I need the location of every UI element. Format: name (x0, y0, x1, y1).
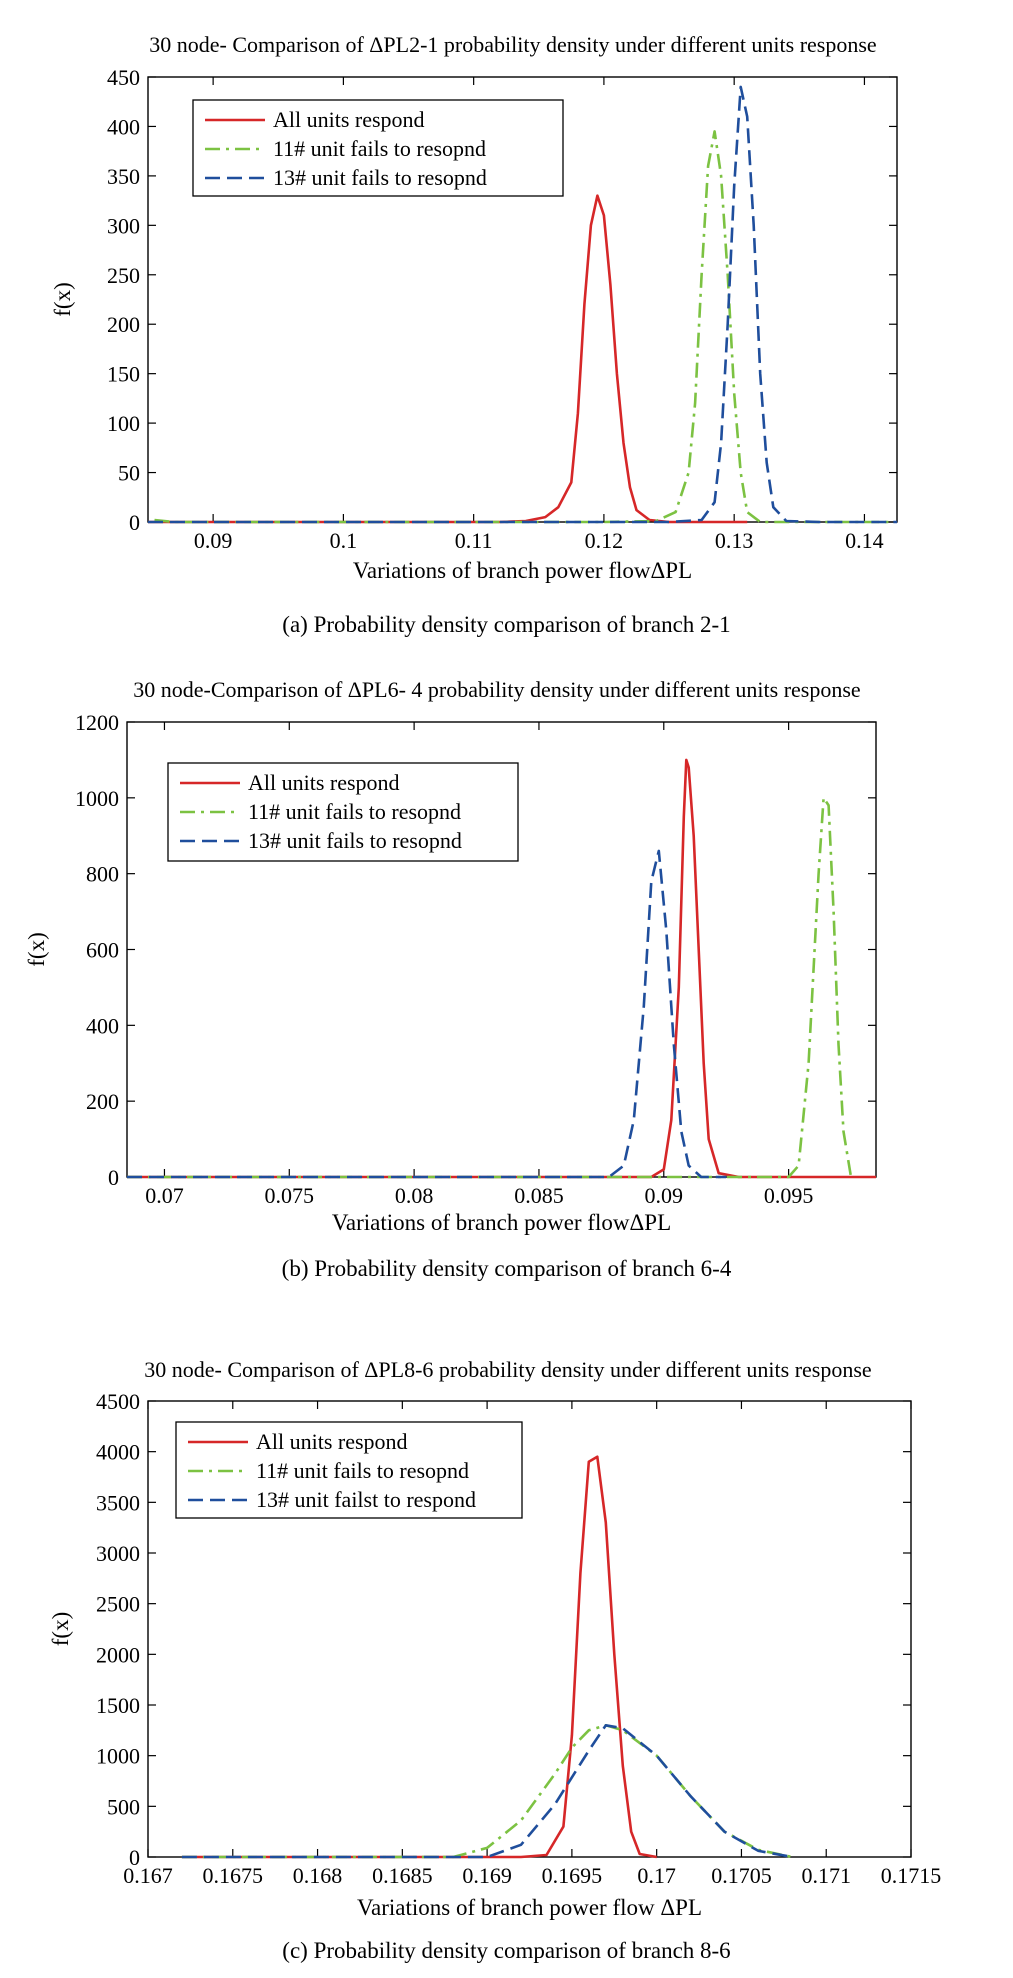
chart-panel-b: 30 node-Comparison of ΔPL6- 4 probabilit… (0, 660, 1013, 1325)
chart-c-svg: 30 node- Comparison of ΔPL8-6 probabilit… (48, 1357, 942, 1920)
x-tick-label: 0.1685 (372, 1863, 433, 1888)
x-axis-label: Variations of branch power flowΔPL (353, 558, 692, 583)
x-tick-label: 0.085 (514, 1183, 564, 1208)
x-tick-label: 0.075 (265, 1183, 315, 1208)
y-tick-label: 500 (107, 1794, 140, 1819)
legend-label-2: 11# unit fails to resopnd (256, 1458, 469, 1483)
y-tick-label: 400 (107, 114, 140, 139)
series-line-2 (181, 1723, 793, 1859)
legend-label-3: 13# unit failst to respond (256, 1487, 476, 1512)
series-line-3 (127, 849, 727, 1179)
y-tick-label: 250 (107, 263, 140, 288)
x-tick-label: 0.1 (330, 528, 358, 553)
y-tick-label: 350 (107, 164, 140, 189)
legend-box (192, 99, 564, 197)
legend-box (167, 762, 519, 862)
x-tick-label: 0.17 (637, 1863, 676, 1888)
y-tick-label: 800 (86, 862, 119, 887)
y-axis-label: f(x) (24, 932, 49, 966)
y-tick-label: 450 (107, 65, 140, 90)
x-axis-label: Variations of branch power flowΔPL (332, 1210, 671, 1235)
caption-b: (b) Probability density comparison of br… (281, 1256, 732, 1281)
x-tick-label: 0.11 (455, 528, 493, 553)
series-line-3 (181, 1723, 793, 1859)
x-tick-label: 0.08 (395, 1183, 434, 1208)
legend-label-1: All units respond (273, 107, 425, 132)
series-line-2 (154, 130, 891, 524)
y-tick-label: 0 (129, 1845, 140, 1870)
chart-panel-a: 30 node- Comparison of ΔPL2-1 probabilit… (0, 0, 1013, 660)
legend-label-1: All units respond (248, 770, 400, 795)
y-tick-label: 1200 (75, 710, 119, 735)
x-tick-label: 0.169 (462, 1863, 512, 1888)
y-tick-label: 1500 (96, 1693, 140, 1718)
legend-label-2: 11# unit fails to resopnd (248, 799, 461, 824)
x-axis-label: Variations of branch power flow ΔPL (357, 1895, 702, 1920)
x-tick-label: 0.1695 (542, 1863, 603, 1888)
series-line-1 (127, 758, 876, 1179)
x-tick-label: 0.12 (585, 528, 624, 553)
x-tick-label: 0.09 (194, 528, 233, 553)
caption-c: (c) Probability density comparison of br… (282, 1938, 731, 1963)
x-tick-label: 0.168 (293, 1863, 343, 1888)
legend-label-1: All units respond (256, 1429, 408, 1454)
x-tick-label: 0.1715 (881, 1863, 942, 1888)
y-tick-label: 50 (118, 461, 140, 486)
x-tick-label: 0.1705 (711, 1863, 772, 1888)
y-tick-label: 200 (107, 312, 140, 337)
chart-title: 30 node- Comparison of ΔPL2-1 probabilit… (149, 32, 876, 57)
x-tick-label: 0.1675 (203, 1863, 264, 1888)
chart-b-svg: 30 node-Comparison of ΔPL6- 4 probabilit… (24, 677, 877, 1235)
y-tick-label: 300 (107, 213, 140, 238)
y-tick-label: 600 (86, 938, 119, 963)
y-tick-label: 2000 (96, 1642, 140, 1667)
y-tick-label: 0 (108, 1165, 119, 1190)
y-tick-label: 150 (107, 362, 140, 387)
x-tick-label: 0.14 (845, 528, 884, 553)
x-tick-label: 0.095 (764, 1183, 814, 1208)
chart-a-svg: 30 node- Comparison of ΔPL2-1 probabilit… (50, 32, 898, 583)
x-tick-label: 0.13 (715, 528, 754, 553)
x-tick-label: 0.07 (145, 1183, 184, 1208)
y-tick-label: 400 (86, 1013, 119, 1038)
series-line-2 (127, 796, 853, 1179)
y-tick-label: 200 (86, 1089, 119, 1114)
x-tick-label: 0.167 (123, 1863, 173, 1888)
y-axis-label: f(x) (50, 282, 75, 316)
y-tick-label: 4500 (96, 1389, 140, 1414)
chart-panel-c: 30 node- Comparison of ΔPL8-6 probabilit… (0, 1325, 1013, 1978)
y-tick-label: 100 (107, 411, 140, 436)
legend-label-3: 13# unit fails to resopnd (273, 165, 487, 190)
y-tick-label: 3000 (96, 1541, 140, 1566)
series-line-1 (148, 194, 748, 524)
legend-box (175, 1421, 523, 1519)
y-tick-label: 3500 (96, 1490, 140, 1515)
x-tick-label: 0.09 (645, 1183, 684, 1208)
legend-label-3: 13# unit fails to resopnd (248, 828, 462, 853)
chart-title: 30 node-Comparison of ΔPL6- 4 probabilit… (133, 677, 860, 702)
series-line-3 (148, 85, 897, 524)
y-tick-label: 0 (129, 510, 140, 535)
y-tick-label: 1000 (75, 786, 119, 811)
x-tick-label: 0.171 (801, 1863, 851, 1888)
legend-label-2: 11# unit fails to resopnd (273, 136, 486, 161)
y-tick-label: 2500 (96, 1592, 140, 1617)
y-tick-label: 1000 (96, 1744, 140, 1769)
y-tick-label: 4000 (96, 1440, 140, 1465)
caption-a: (a) Probability density comparison of br… (282, 612, 731, 637)
series-line-1 (181, 1455, 657, 1859)
y-axis-label: f(x) (48, 1612, 73, 1646)
chart-title: 30 node- Comparison of ΔPL8-6 probabilit… (144, 1357, 871, 1382)
